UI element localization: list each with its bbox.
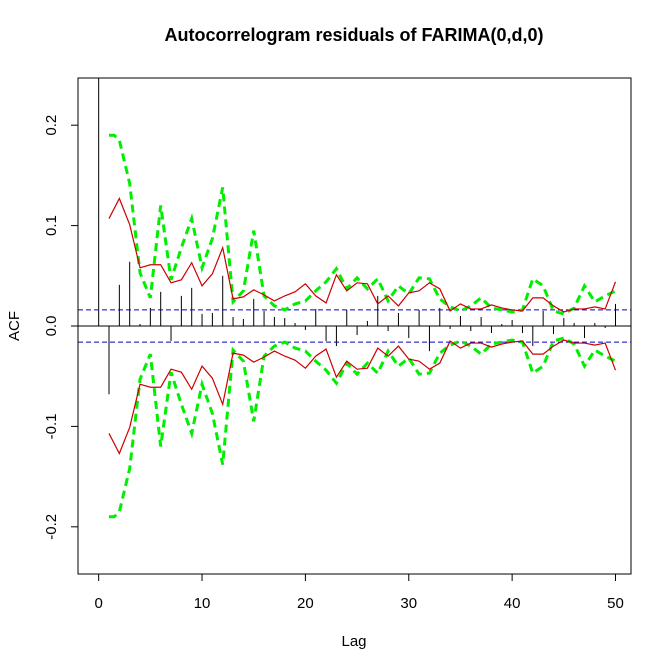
y-tick-label: -0.1 [43,413,60,439]
x-tick-label: 0 [95,595,103,612]
x-tick-label: 10 [194,595,211,612]
axes: 0 10 20 30 40 50 -0.2 -0.1 0.0 0.1 0.2 [43,115,624,612]
red-band-lower [108,339,617,455]
y-tick-label: 0.1 [43,215,60,236]
green-band-lower [109,336,617,519]
chart-title: Autocorrelogram residuals of FARIMA(0,d,… [164,25,543,45]
plot-border [77,77,632,575]
plot-area [78,78,631,519]
y-tick-label: 0.2 [43,115,60,136]
y-tick-label: -0.2 [43,514,60,540]
x-tick-label: 30 [400,595,417,612]
x-axis-label: Lag [341,633,366,650]
green-band-upper [109,133,617,316]
x-tick-label: 50 [607,595,624,612]
x-tick-label: 20 [297,595,314,612]
y-tick-label: 0.0 [43,316,60,337]
y-axis-label: ACF [6,311,23,341]
red-band-upper [108,197,617,313]
x-tick-label: 40 [504,595,521,612]
